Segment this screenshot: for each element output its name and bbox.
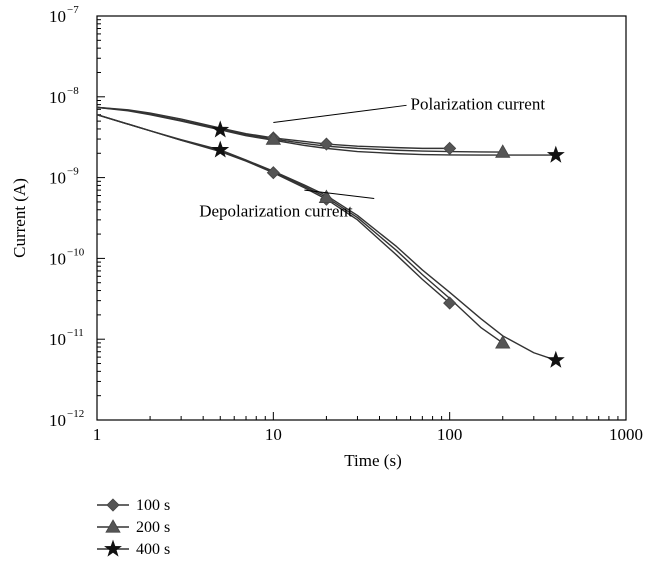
legend-item: 100 s bbox=[97, 497, 170, 514]
y-tick-label-base: 10 bbox=[49, 411, 66, 430]
y-tick-label: 10 −12 bbox=[49, 408, 84, 430]
annotation-leader-line bbox=[273, 104, 407, 124]
annotation-label: Polarization current bbox=[411, 94, 546, 113]
legend-marker-star bbox=[104, 539, 122, 557]
data-point-triangle bbox=[318, 189, 335, 203]
series-markers bbox=[211, 120, 565, 368]
y-tick-label-exponent: −11 bbox=[67, 327, 84, 339]
data-point-star bbox=[211, 140, 230, 158]
y-axis-label: Current (A) bbox=[10, 178, 29, 258]
y-tick-label-base: 10 bbox=[49, 330, 66, 349]
y-tick-label-base: 10 bbox=[49, 249, 66, 268]
x-tick-label: 1000 bbox=[609, 425, 643, 444]
data-point-diamond bbox=[319, 137, 333, 151]
y-tick-label: 10 −10 bbox=[49, 246, 85, 268]
y-tick-label-exponent: −12 bbox=[67, 408, 84, 420]
annotation-leader-line bbox=[304, 189, 375, 200]
legend-marker-diamond bbox=[106, 498, 120, 512]
legend-label: 200 s bbox=[136, 519, 170, 536]
series-line-depolarization-star bbox=[96, 114, 557, 361]
plot-border bbox=[96, 15, 627, 421]
y-tick-label-base: 10 bbox=[49, 88, 66, 107]
data-point-star bbox=[546, 145, 565, 163]
legend: 100 s 200 s 400 s bbox=[97, 497, 170, 558]
data-point-diamond bbox=[266, 166, 280, 180]
x-tick-label: 1 bbox=[93, 425, 102, 444]
data-point-triangle bbox=[265, 131, 282, 145]
annotations: Polarization current Depolarization curre… bbox=[199, 94, 545, 220]
y-tick-label-exponent: −10 bbox=[67, 246, 85, 258]
y-tick-label: 10 −7 bbox=[49, 4, 79, 26]
y-tick-label: 10 −9 bbox=[49, 166, 79, 188]
data-point-diamond bbox=[443, 296, 457, 310]
x-axis-ticks: 1 10 100 1000 bbox=[93, 412, 643, 444]
y-tick-label-base: 10 bbox=[49, 169, 66, 188]
x-tick-label: 10 bbox=[265, 425, 282, 444]
data-point-triangle bbox=[495, 144, 511, 158]
legend-item: 400 s bbox=[97, 539, 170, 558]
data-point-star bbox=[211, 120, 230, 138]
y-tick-label-exponent: −7 bbox=[67, 4, 79, 16]
data-point-triangle bbox=[495, 335, 511, 349]
x-tick-label: 100 bbox=[437, 425, 463, 444]
annotation-label: Depolarization current bbox=[199, 202, 353, 221]
data-point-diamond bbox=[443, 141, 457, 155]
plot-frame bbox=[96, 15, 627, 421]
x-axis-label: Time (s) bbox=[344, 451, 401, 470]
legend-item: 200 s bbox=[97, 519, 170, 536]
legend-label: 100 s bbox=[136, 497, 170, 514]
y-tick-label: 10 −8 bbox=[49, 85, 79, 107]
y-tick-label: 10 −11 bbox=[49, 327, 84, 349]
y-tick-label-base: 10 bbox=[49, 7, 66, 26]
legend-label: 400 s bbox=[136, 541, 170, 558]
data-point-star bbox=[546, 350, 565, 368]
legend-marker-triangle bbox=[105, 519, 121, 533]
y-tick-label-exponent: −9 bbox=[67, 166, 79, 178]
y-tick-label-exponent: −8 bbox=[67, 85, 79, 97]
